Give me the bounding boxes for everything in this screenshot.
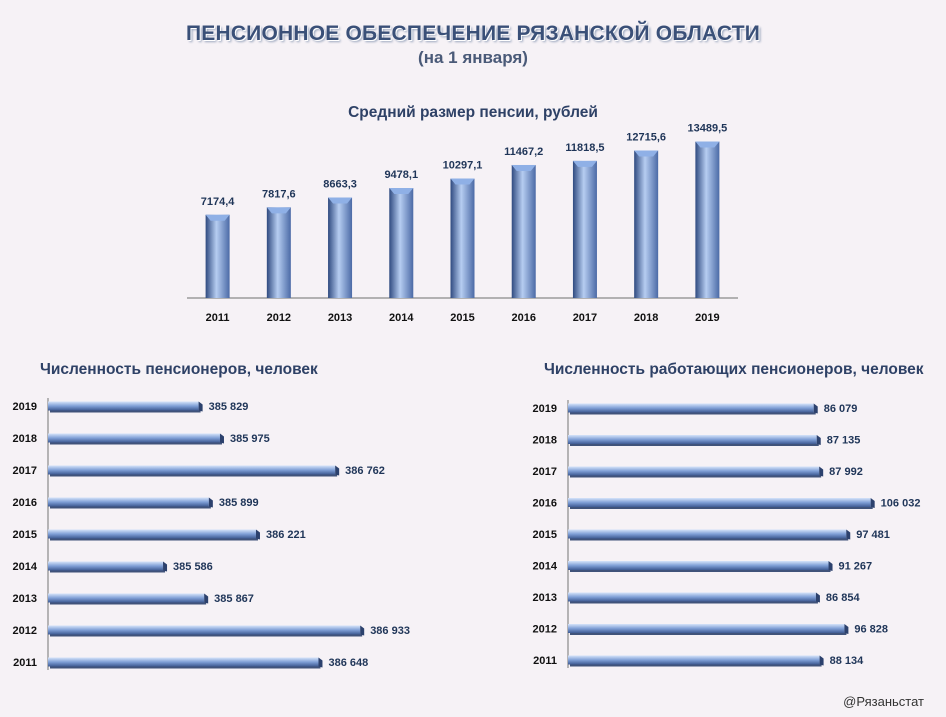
x-tick-label: 2012 (267, 312, 291, 324)
column-bar (205, 214, 230, 298)
bar-value-label: 386 933 (370, 625, 410, 637)
horizontal-bar (48, 529, 260, 541)
horizontal-bar (48, 497, 213, 509)
y-tick-label: 2019 (13, 401, 37, 413)
y-tick-label: 2011 (533, 655, 557, 667)
y-tick-label: 2014 (13, 561, 38, 573)
bar-value-label: 86 079 (824, 403, 858, 415)
bar-value-label: 385 829 (209, 401, 249, 413)
y-tick-label: 2015 (533, 529, 557, 541)
x-tick-label: 2019 (695, 312, 719, 324)
chart-title-pensioners: Численность пенсионеров, человек (40, 361, 318, 378)
y-tick-label: 2013 (13, 593, 37, 605)
y-tick-label: 2014 (533, 561, 558, 573)
x-tick-label: 2013 (328, 312, 352, 324)
horizontal-bar (48, 465, 340, 477)
bar-value-label: 385 899 (219, 497, 259, 509)
horizontal-bar (568, 435, 821, 446)
horizontal-bar (48, 433, 224, 445)
column-value-label: 12715,6 (626, 131, 666, 143)
x-tick-label: 2015 (450, 312, 474, 324)
x-tick-label: 2011 (206, 312, 230, 324)
y-tick-label: 2018 (533, 435, 557, 447)
bar-value-label: 385 975 (230, 433, 270, 445)
horizontal-bar (48, 625, 365, 637)
horizontal-bar (48, 561, 168, 573)
x-tick-label: 2016 (511, 312, 535, 324)
horizontal-bar (568, 529, 851, 541)
bar-value-label: 87 992 (829, 466, 863, 478)
y-tick-label: 2016 (13, 497, 37, 509)
bar-value-label: 88 134 (830, 655, 865, 667)
column-value-label: 13489,5 (688, 123, 728, 135)
y-tick-label: 2011 (13, 657, 37, 669)
column-bar (511, 164, 536, 298)
x-tick-label: 2017 (573, 312, 597, 324)
bar-value-label: 87 135 (827, 435, 861, 447)
column-bar (634, 150, 659, 298)
y-tick-label: 2012 (13, 625, 37, 637)
column-value-label: 11818,5 (565, 142, 604, 154)
source-credit: @Рязаньстат (843, 694, 924, 709)
horizontal-bar (48, 593, 209, 605)
y-tick-label: 2016 (533, 498, 557, 510)
y-tick-label: 2013 (533, 592, 557, 604)
bar-value-label: 86 854 (826, 592, 861, 604)
column-bar (450, 178, 475, 298)
bar-value-label: 97 481 (856, 529, 890, 541)
horizontal-bar (568, 561, 833, 572)
column-bar (266, 207, 291, 298)
column-bar (328, 197, 353, 298)
horizontal-bar (568, 592, 820, 604)
bar-value-label: 106 032 (881, 498, 921, 510)
column-bar (572, 160, 597, 298)
column-value-label: 8663,3 (323, 179, 357, 191)
column-value-label: 7817,6 (262, 188, 296, 200)
y-tick-label: 2018 (13, 433, 37, 445)
horizontal-bar (568, 403, 818, 415)
bar-value-label: 91 267 (839, 561, 873, 573)
chart-title-working-pensioners: Численность работающих пенсионеров, чело… (544, 361, 924, 378)
horizontal-bar (48, 401, 203, 413)
horizontal-bar (48, 657, 323, 669)
column-value-label: 9478,1 (384, 169, 418, 181)
y-tick-label: 2017 (533, 466, 557, 478)
horizontal-bar (568, 655, 824, 667)
horizontal-bar (568, 624, 849, 635)
column-bar (389, 188, 414, 298)
column-value-label: 11467,2 (504, 146, 543, 158)
column-bar (695, 141, 720, 298)
horizontal-bar (568, 466, 824, 478)
horizontal-bar (568, 498, 875, 509)
x-tick-label: 2014 (389, 312, 414, 324)
y-tick-label: 2012 (533, 624, 557, 636)
y-tick-label: 2019 (533, 403, 557, 415)
page-title: ПЕНСИОННОЕ ОБЕСПЕЧЕНИЕ РЯЗАНСКОЙ ОБЛАСТИ (185, 22, 761, 45)
bar-value-label: 385 867 (214, 593, 254, 605)
bar-value-label: 386 762 (345, 465, 385, 477)
column-value-label: 7174,4 (201, 196, 236, 208)
bar-value-label: 96 828 (854, 624, 888, 636)
chart-title-average-pension: Средний размер пенсии, рублей (348, 104, 598, 121)
page-subtitle: (на 1 января) (418, 48, 528, 67)
bar-value-label: 386 221 (266, 529, 306, 541)
y-tick-label: 2017 (13, 465, 37, 477)
y-tick-label: 2015 (13, 529, 37, 541)
x-tick-label: 2018 (634, 312, 658, 324)
bar-value-label: 386 648 (328, 657, 368, 669)
bar-value-label: 385 586 (173, 561, 213, 573)
column-value-label: 10297,1 (443, 160, 483, 172)
